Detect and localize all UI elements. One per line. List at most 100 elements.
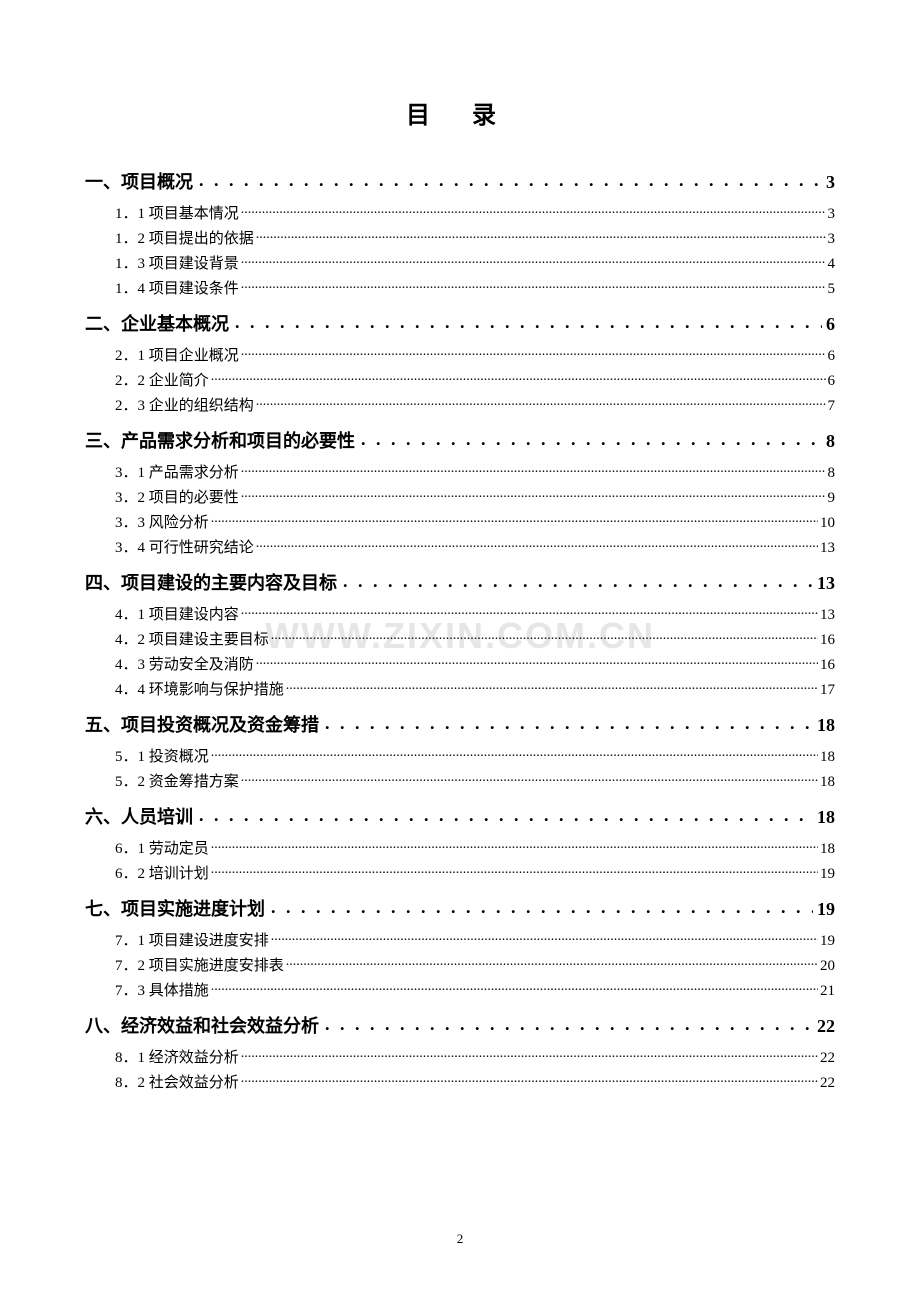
toc-section-heading[interactable]: 二、企业基本概况6 (85, 310, 835, 336)
toc-leader-dots (325, 1014, 813, 1032)
toc-subsection-page: 9 (828, 488, 836, 509)
toc-section-label: 三、产品需求分析和项目的必要性 (85, 427, 355, 453)
toc-leader-dots (241, 346, 826, 360)
toc-subsection-label: 5．1 投资概况 (115, 747, 209, 768)
toc-subsection[interactable]: 1．4 项目建设条件5 (115, 279, 835, 300)
toc-subsection-label: 1．3 项目建设背景 (115, 254, 239, 275)
toc-subsection-page: 22 (820, 1073, 835, 1094)
toc-section-label: 七、项目实施进度计划 (85, 895, 265, 921)
toc-section-page: 22 (817, 1016, 835, 1037)
toc-subsection-label: 4．4 环境影响与保护措施 (115, 680, 284, 701)
toc-section-label: 六、人员培训 (85, 803, 193, 829)
toc-leader-dots (241, 1073, 818, 1087)
toc-section-label: 八、经济效益和社会效益分析 (85, 1012, 319, 1038)
toc-subsection-page: 18 (820, 839, 835, 860)
toc-subsection[interactable]: 3．2 项目的必要性9 (115, 488, 835, 509)
toc-leader-dots (325, 713, 813, 731)
toc-subsection[interactable]: 2．2 企业简介 6 (115, 371, 835, 392)
toc-subsection[interactable]: 8．1 经济效益分析22 (115, 1048, 835, 1069)
toc-leader-dots (286, 680, 818, 694)
toc-leader-dots (211, 839, 818, 853)
toc-leader-dots (256, 396, 826, 410)
toc-subsection[interactable]: 6．2 培训计划 19 (115, 864, 835, 885)
toc-section-page: 8 (826, 431, 835, 452)
toc-subsection-page: 19 (820, 864, 835, 885)
toc-subsection-label: 4．3 劳动安全及消防 (115, 655, 254, 676)
toc-subsection[interactable]: 4．4 环境影响与保护措施 17 (115, 680, 835, 701)
toc-section-heading[interactable]: 六、人员培训18 (85, 803, 835, 829)
toc-subsection-page: 6 (828, 371, 836, 392)
toc-leader-dots (241, 1048, 818, 1062)
toc-subsection[interactable]: 1．2 项目提出的依据3 (115, 229, 835, 250)
toc-subsection[interactable]: 1．1 项目基本情况3 (115, 204, 835, 225)
toc-leader-dots (343, 571, 813, 589)
toc-leader-dots (241, 254, 826, 268)
toc-section-heading[interactable]: 四、项目建设的主要内容及目标 13 (85, 569, 835, 595)
toc-leader-dots (241, 772, 818, 786)
toc-section: 六、人员培训18 6．1 劳动定员 18 6．2 培训计划 19 (85, 803, 835, 885)
toc-subsection[interactable]: 8．2 社会效益分析 22 (115, 1073, 835, 1094)
toc-subsection-page: 4 (828, 254, 836, 275)
toc-subsection-label: 1．2 项目提出的依据 (115, 229, 254, 250)
toc-subsection[interactable]: 7．2 项目实施进度安排表20 (115, 956, 835, 977)
toc-subsection[interactable]: 4．2 项目建设主要目标16 (115, 630, 835, 651)
toc-subsection[interactable]: 4．3 劳动安全及消防 16 (115, 655, 835, 676)
toc-subsection-page: 16 (820, 655, 835, 676)
toc-subsection-label: 7．3 具体措施 (115, 981, 209, 1002)
toc-subsection-page: 17 (820, 680, 835, 701)
toc-section-label: 四、项目建设的主要内容及目标 (85, 569, 337, 595)
toc-subsection[interactable]: 4．1 项目建设内容 13 (115, 605, 835, 626)
toc-leader-dots (211, 747, 818, 761)
toc-subsection-page: 13 (820, 538, 835, 559)
toc-section-heading[interactable]: 八、经济效益和社会效益分析 22 (85, 1012, 835, 1038)
toc-subsection-label: 6．2 培训计划 (115, 864, 209, 885)
toc-subsection-label: 1．4 项目建设条件 (115, 279, 239, 300)
toc-leader-dots (211, 371, 826, 385)
toc-subsection-label: 3．3 风险分析 (115, 513, 209, 534)
toc-subsection-label: 3．4 可行性研究结论 (115, 538, 254, 559)
toc-subsection[interactable]: 5．2 资金筹措方案18 (115, 772, 835, 793)
page-number: 2 (457, 1231, 464, 1247)
toc-leader-dots (256, 229, 826, 243)
toc-subsection-label: 8．2 社会效益分析 (115, 1073, 239, 1094)
toc-section-label: 五、项目投资概况及资金筹措 (85, 711, 319, 737)
toc-section-heading[interactable]: 五、项目投资概况及资金筹措 18 (85, 711, 835, 737)
toc-subsection[interactable]: 3．3 风险分析10 (115, 513, 835, 534)
toc-leader-dots (256, 655, 818, 669)
toc-subsection[interactable]: 7．3 具体措施21 (115, 981, 835, 1002)
toc-section-heading[interactable]: 三、产品需求分析和项目的必要性 8 (85, 427, 835, 453)
toc-subsection-page: 13 (820, 605, 835, 626)
toc-section-label: 一、项目概况 (85, 168, 193, 194)
toc-leader-dots (241, 279, 826, 293)
toc-subsection-label: 6．1 劳动定员 (115, 839, 209, 860)
toc-leader-dots (241, 488, 826, 502)
toc-subsection[interactable]: 1．3 项目建设背景 4 (115, 254, 835, 275)
toc-subsection[interactable]: 6．1 劳动定员 18 (115, 839, 835, 860)
toc-subsection-label: 8．1 经济效益分析 (115, 1048, 239, 1069)
toc-section: 五、项目投资概况及资金筹措185．1 投资概况185．2 资金筹措方案18 (85, 711, 835, 793)
toc-subsection[interactable]: 2．3 企业的组织结构7 (115, 396, 835, 417)
toc-section-heading[interactable]: 七、项目实施进度计划19 (85, 895, 835, 921)
toc-section-page: 18 (817, 715, 835, 736)
toc-subsection[interactable]: 5．1 投资概况 18 (115, 747, 835, 768)
toc-subsection-page: 6 (828, 346, 836, 367)
toc-subsection-label: 7．2 项目实施进度安排表 (115, 956, 284, 977)
toc-section-heading[interactable]: 一、项目概况3 (85, 168, 835, 194)
toc-subsection-label: 1．1 项目基本情况 (115, 204, 239, 225)
toc-section-page: 13 (817, 573, 835, 594)
toc-subsection-page: 18 (820, 772, 835, 793)
toc-subsection[interactable]: 2．1 项目企业概况6 (115, 346, 835, 367)
toc-subsection-page: 7 (828, 396, 836, 417)
toc-section: 八、经济效益和社会效益分析 22 8．1 经济效益分析22 8．2 社会效益分析 22 (85, 1012, 835, 1094)
toc-subsection-label: 2．2 企业简介 (115, 371, 209, 392)
toc-section-page: 6 (826, 314, 835, 335)
toc-title: 目 录 (85, 95, 835, 130)
toc-subsection[interactable]: 7．1 项目建设进度安排19 (115, 931, 835, 952)
toc-subsection[interactable]: 3．4 可行性研究结论 13 (115, 538, 835, 559)
toc-subsection-label: 4．1 项目建设内容 (115, 605, 239, 626)
toc-subsection[interactable]: 3．1 产品需求分析8 (115, 463, 835, 484)
toc-subsection-page: 18 (820, 747, 835, 768)
toc-subsection-page: 16 (820, 630, 835, 651)
toc-leader-dots (361, 429, 822, 447)
toc-subsection-page: 8 (828, 463, 836, 484)
